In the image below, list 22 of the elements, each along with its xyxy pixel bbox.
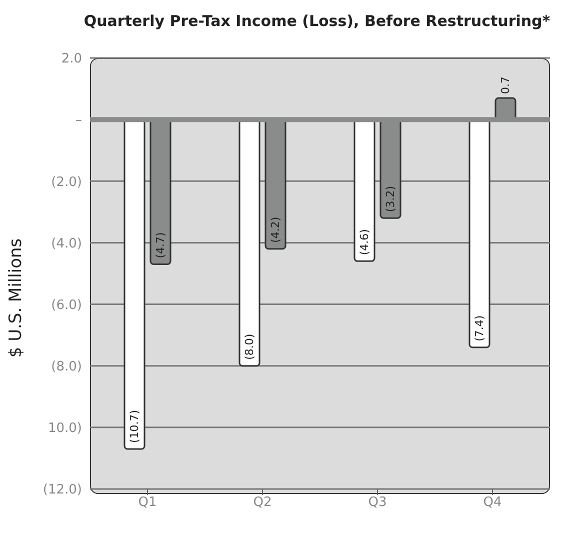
x-tick-label: Q3 (368, 495, 387, 510)
data-label: (4.7) (154, 232, 167, 258)
y-tick-label: 2.0 (61, 52, 82, 67)
data-label: 0.7 (499, 76, 512, 94)
x-tick-label: Q4 (483, 495, 502, 510)
x-tick-label: Q1 (138, 495, 157, 510)
y-tick-label: – (76, 113, 82, 128)
data-label: (4.6) (358, 229, 371, 256)
chart-title: Quarterly Pre-Tax Income (Loss), Before Restructuring* (82, 12, 552, 30)
y-tick-label: (12.0) (42, 482, 82, 498)
y-tick-label: (4.0) (51, 236, 82, 252)
data-label: (3.2) (384, 186, 397, 212)
y-tick-label: (8.0) (51, 359, 82, 374)
data-label: (8.0) (243, 334, 256, 360)
data-label: (10.7) (128, 410, 141, 443)
y-tick-label: (6.0) (51, 298, 82, 313)
x-tick-label: Q2 (253, 495, 272, 510)
data-label: (7.4) (473, 315, 486, 342)
y-tick-label: 10.0) (48, 421, 82, 436)
data-label: (4.2) (269, 216, 282, 243)
y-axis-title: $ U.S. Millions (6, 238, 26, 358)
y-tick-label: (2.0) (51, 174, 82, 190)
